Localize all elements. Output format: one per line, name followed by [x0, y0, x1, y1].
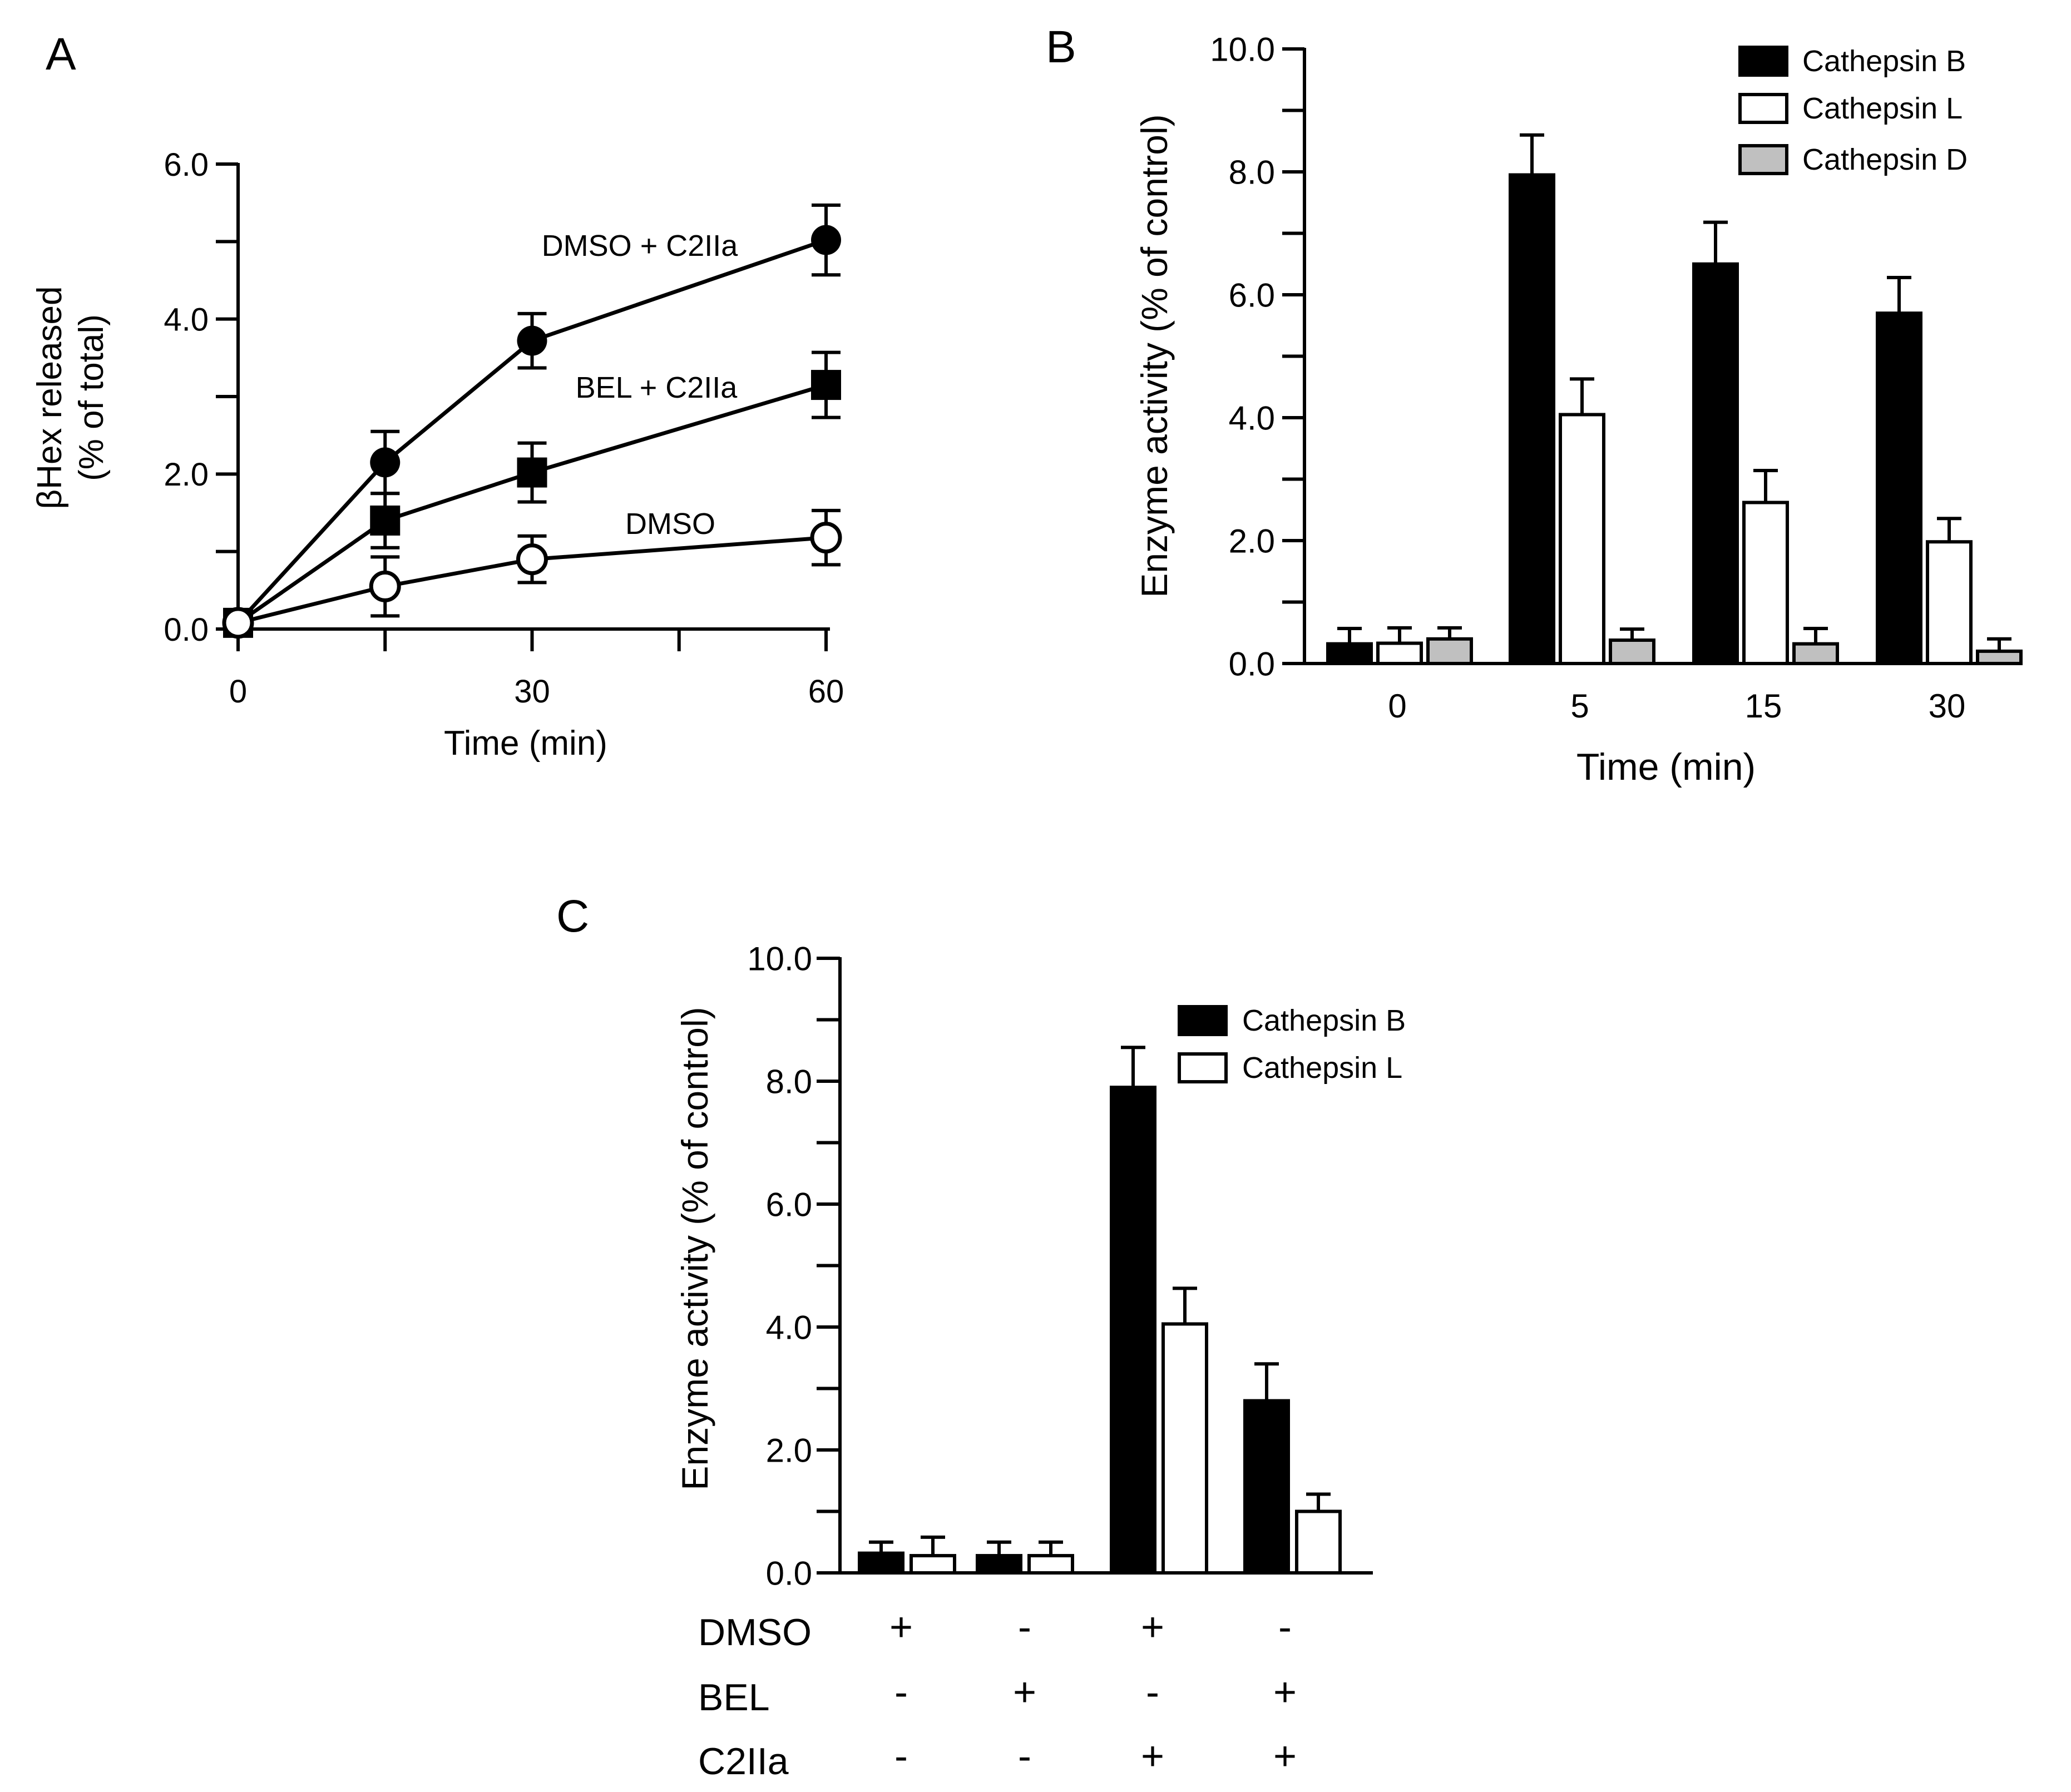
panel-a: A 0 30 60 Time (min) 0.0 2.0 4.0 6.0 βHex release…: [31, 29, 844, 763]
bar: [910, 1554, 956, 1575]
data-point-filled-circle: [811, 225, 841, 255]
condition-sign: +: [1013, 1670, 1036, 1715]
y-axis-title: Enzyme activity (% of control): [1134, 114, 1175, 597]
condition-sign: +: [1141, 1605, 1164, 1650]
data-point-open-circle: [222, 607, 254, 639]
panel-label-a: A: [46, 29, 76, 80]
condition-sign: -: [1018, 1734, 1031, 1779]
y-tick-label: 0.0: [164, 612, 209, 648]
bar: [1792, 642, 1839, 666]
legend-label: Cathepsin D: [1802, 143, 1968, 176]
y-tick-label: 8.0: [766, 1063, 812, 1101]
y-tick-label: 4.0: [164, 302, 209, 338]
legend-label: Cathepsin L: [1802, 92, 1963, 125]
y-tick-label: 2.0: [1229, 523, 1275, 560]
y-tick-label: 10.0: [747, 940, 812, 978]
data-point-square: [811, 370, 841, 400]
data-point-open-circle: [516, 543, 548, 576]
bar: [1161, 1322, 1208, 1575]
condition-sign: -: [894, 1734, 908, 1779]
condition-label: BEL: [698, 1676, 770, 1719]
y-tick-label: 4.0: [1229, 400, 1275, 437]
series-label: DMSO + C2IIa: [542, 229, 739, 263]
y-tick-label: 8.0: [1229, 154, 1275, 191]
legend-label: Cathepsin B: [1242, 1004, 1406, 1037]
condition-sign: +: [1273, 1670, 1297, 1715]
legend-swatch: [1738, 93, 1788, 124]
data-point-square: [370, 505, 401, 536]
x-axis-title: Time (min): [1576, 746, 1756, 788]
legend-swatch: [1738, 46, 1788, 77]
x-tick-label: 60: [808, 674, 844, 710]
bar: [1742, 501, 1789, 665]
condition-sign: +: [1273, 1734, 1297, 1779]
y-tick-label: 4.0: [766, 1309, 812, 1347]
panel-label-c: C: [556, 891, 589, 942]
y-tick-label: 2.0: [164, 457, 209, 493]
y-tick-label: 6.0: [164, 147, 209, 183]
bar: [1509, 173, 1555, 665]
y-tick-label: 6.0: [766, 1186, 812, 1224]
x-tick-label: 5: [1570, 687, 1589, 725]
condition-sign: -: [1278, 1605, 1292, 1650]
condition-sign: -: [894, 1670, 908, 1715]
panel-label-b: B: [1046, 22, 1076, 72]
bar: [1876, 311, 1922, 665]
condition-sign: +: [889, 1605, 913, 1650]
y-tick-label: 10.0: [1210, 31, 1275, 68]
series-label: BEL + C2IIa: [576, 371, 738, 404]
bar: [1692, 262, 1739, 665]
bar: [1027, 1554, 1074, 1575]
bar: [1609, 638, 1655, 666]
y-tick-label: 0.0: [1229, 646, 1275, 683]
x-tick-label: 0: [229, 674, 247, 710]
bar: [1426, 637, 1473, 666]
condition-label: DMSO: [698, 1611, 812, 1654]
legend-swatch: [1178, 1005, 1228, 1036]
series-line: [236, 238, 827, 625]
bar: [858, 1551, 904, 1575]
condition-sign: -: [1146, 1670, 1159, 1715]
bar: [1326, 642, 1373, 666]
series-line: [237, 383, 827, 625]
panel-b: B 0.0 2.0 4.0 6.0 8.0 10.0 Enzyme activity (% o…: [1046, 22, 2023, 788]
x-axis-title: Time (min): [444, 724, 607, 763]
data-point-open-circle: [810, 522, 842, 554]
y-axis-title: Enzyme activity (% of control): [674, 1007, 715, 1490]
bar: [1376, 641, 1423, 666]
bar: [1559, 413, 1605, 665]
condition-sign: -: [1018, 1605, 1031, 1650]
data-point-filled-circle: [370, 447, 401, 478]
bar: [1295, 1509, 1342, 1575]
legend-label: Cathepsin L: [1242, 1051, 1402, 1085]
series-line: [238, 536, 827, 625]
bar: [1243, 1399, 1290, 1575]
x-tick-label: 0: [1388, 687, 1406, 725]
legend-swatch: [1178, 1052, 1228, 1083]
panel-c: C 0.0 2.0 4.0 6.0 8.0 10.0 Enzyme activity (% o…: [556, 891, 1406, 1783]
data-point-square: [517, 457, 547, 488]
data-point-open-circle: [369, 570, 401, 602]
y-axis-title-line2: (% of total): [72, 314, 111, 481]
data-point-filled-circle: [517, 325, 547, 356]
y-tick-label: 6.0: [1229, 277, 1275, 314]
bar: [1976, 649, 2023, 666]
legend-label: Cathepsin B: [1802, 44, 1966, 78]
condition-label: C2IIa: [698, 1740, 789, 1783]
bar: [1926, 540, 1973, 666]
condition-sign: +: [1141, 1734, 1164, 1779]
series-label: DMSO: [625, 507, 715, 541]
y-tick-label: 2.0: [766, 1432, 812, 1469]
y-tick-label: 0.0: [766, 1555, 812, 1592]
x-tick-label: 30: [514, 674, 550, 710]
bar: [976, 1554, 1022, 1575]
x-tick-label: 15: [1745, 687, 1782, 725]
legend-swatch: [1738, 144, 1788, 175]
y-axis-title-line1: βHex released: [31, 286, 69, 509]
x-tick-label: 30: [1929, 687, 1966, 725]
bar: [1110, 1086, 1156, 1575]
